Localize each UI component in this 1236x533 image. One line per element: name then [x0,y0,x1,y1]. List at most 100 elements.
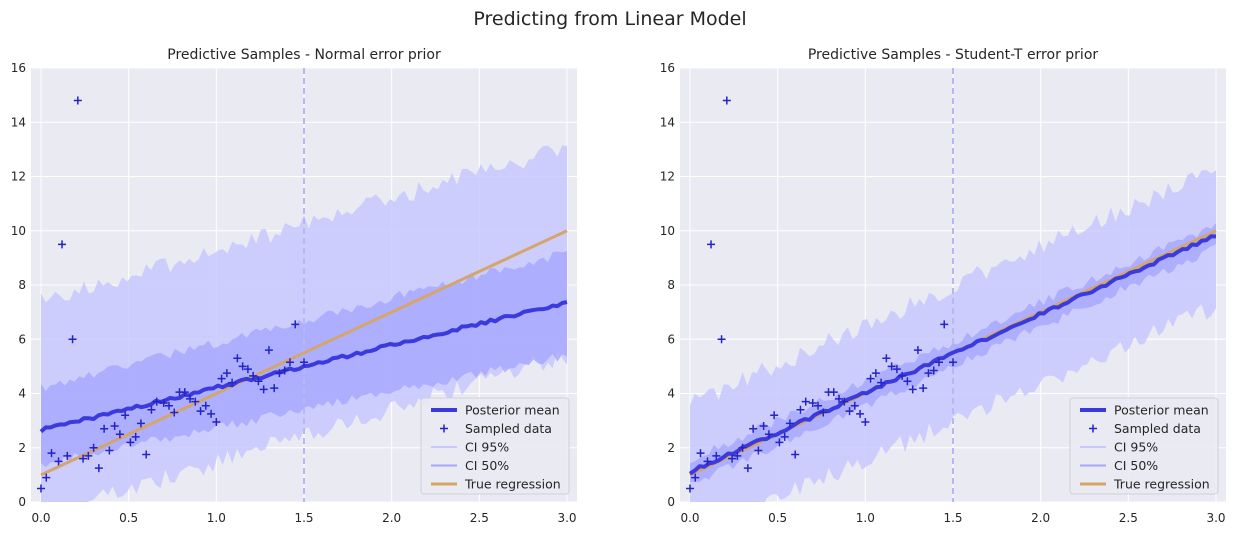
y-tick-label: 0 [667,495,675,509]
sampled-data-point [892,365,901,374]
sampled-data-point [738,443,747,452]
sampled-data-point [733,451,742,460]
y-tick-label: 8 [18,278,26,292]
x-tick-label: 2.5 [1119,511,1138,525]
sampled-data-point [791,450,800,459]
sampled-data-point [940,320,949,329]
x-tick-label: 3.0 [557,511,576,525]
legend-label: CI 50% [465,458,509,473]
y-tick-label: 14 [11,115,26,129]
sampled-data-point [764,430,773,439]
sampled-data-point [759,422,768,431]
sampled-data-point [819,408,828,417]
legend-label: CI 95% [465,440,509,455]
chart-panel-2: Predictive Samples - Student-T error pri… [660,47,1226,525]
figure-title: Predicting from Linear Model [473,8,746,30]
y-tick-label: 2 [18,441,26,455]
x-tick-label: 1.5 [943,511,962,525]
y-tick-label: 10 [11,224,26,238]
y-tick-label: 16 [11,61,26,75]
x-tick-label: 2.0 [382,511,401,525]
sampled-data-point [808,398,817,407]
sampled-data-point [749,424,758,433]
sampled-data-point [68,335,77,344]
sampled-data-point [115,430,124,439]
sampled-data-point [924,369,933,378]
plot-content [37,68,568,502]
sampled-data-point [285,358,294,367]
sampled-data-point [829,388,838,397]
sampled-data-point [105,446,114,455]
sampled-data-point [949,358,957,367]
legend-label: True regression [1113,477,1210,492]
sampled-data-point [37,484,45,493]
legend-box [1069,397,1219,495]
sampled-data-point [707,240,716,249]
sampled-data-point [196,407,205,416]
y-tick-label: 16 [660,61,675,75]
sampled-data-point [785,419,794,428]
legend-label: Sampled data [1114,421,1201,436]
sampled-data-point [222,369,231,378]
sampled-data-point [845,407,854,416]
y-tick-label: 4 [18,387,26,401]
sampled-data-point [217,374,226,383]
legend-label: Posterior mean [1114,403,1209,418]
x-tick-label: 1.0 [856,511,875,525]
sampled-data-point [84,451,93,460]
sampled-data-point [280,366,289,375]
plot-content [686,68,1217,502]
sampled-data-point [147,405,156,414]
sampled-data-point [110,422,119,431]
sampled-data-point [291,320,300,329]
sampled-data-point [54,457,63,466]
sampled-data-point [159,398,168,407]
sampled-data-point [63,451,72,460]
sampled-data-point [861,417,870,426]
x-tick-label: 1.5 [294,511,313,525]
sampled-data-point [796,405,805,414]
sampled-data-point [686,484,694,493]
y-tick-label: 10 [660,224,675,238]
sampled-data-point [275,369,284,378]
sampled-data-point [913,346,922,355]
sampled-data-point [717,335,726,344]
sampled-data-point [866,374,875,383]
sampled-data-point [919,384,928,393]
sampled-data-point [79,454,88,463]
sampled-data-point [142,450,151,459]
sampled-data-point [696,449,705,458]
sampled-data-point [89,443,98,452]
sampled-data-point [170,408,179,417]
y-tick-label: 12 [11,170,26,184]
sampled-data-point [233,354,242,363]
sampled-data-point [191,397,200,406]
sampled-data-point [813,401,822,410]
x-tick-label: 2.5 [470,511,489,525]
sampled-data-point [42,473,51,482]
x-tick-label: 2.0 [1031,511,1050,525]
x-tick-label: 0.5 [119,511,138,525]
sampled-data-point [856,409,865,418]
sampled-data-point [136,419,145,428]
sampled-data-point [929,366,938,375]
legend-label: CI 95% [1114,440,1158,455]
sampled-data-point [270,384,279,393]
sampled-data-point [840,397,849,406]
sampled-data-point [243,365,252,374]
sampled-data-point [100,424,109,433]
true-regression-line [40,229,568,477]
x-tick-label: 0.5 [768,511,787,525]
sampled-data-point [770,411,779,420]
sampled-data-point [259,385,268,394]
y-tick-label: 6 [667,332,675,346]
posterior-mean-line [688,234,1217,476]
chart-title: Predictive Samples - Normal error prior [167,47,441,63]
x-tick-label: 1.0 [207,511,226,525]
sampled-data-point [882,354,891,363]
chart-panels: Predictive Samples - Normal error prior 0… [11,47,1226,525]
sampled-data-point [152,397,161,406]
sampled-data-point [743,464,752,473]
legend-label: Sampled data [465,421,552,436]
sampled-data-point [249,371,258,380]
